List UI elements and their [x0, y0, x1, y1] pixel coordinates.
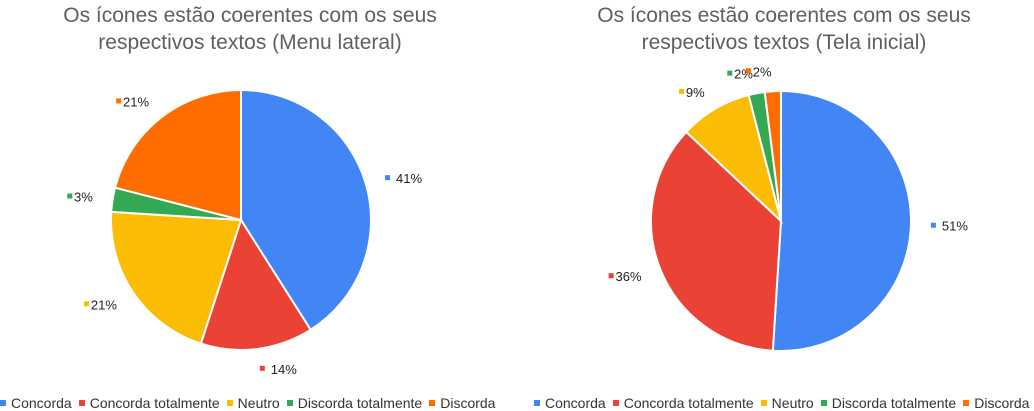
legend-swatch — [0, 400, 6, 406]
legend-label: Concorda — [11, 395, 72, 411]
pie-slice-concorda — [771, 89, 912, 352]
svg-text:14%: 14% — [271, 362, 297, 377]
pie-chart-menu-lateral: Os ícones estão coerentes com os seus re… — [0, 0, 502, 411]
pie-plot: 51%36%9%2% 2% — [608, 64, 968, 352]
legend-label: Neutro — [771, 395, 814, 411]
chart-title-line-2: respectivos textos (Menu lateral) — [98, 31, 402, 54]
svg-text:36%: 36% — [616, 269, 642, 284]
svg-text:2%: 2% — [753, 64, 772, 79]
legend-item-concorda-totalmente: Concorda totalmente — [612, 395, 754, 411]
legend-label: Concorda totalmente — [89, 395, 220, 411]
legend-swatch — [78, 400, 85, 406]
legend: Concorda Concorda totalmente Neutro Discord… — [0, 393, 502, 411]
pie-slice-concorda-totalmente — [199, 217, 313, 351]
svg-text:21%: 21% — [91, 297, 117, 312]
pie-plot: 41% 14% 21% 3% 21% — [67, 88, 423, 377]
svg-text:41%: 41% — [396, 171, 422, 186]
legend-item-discorda-totalmente: Discorda totalmente — [286, 395, 423, 411]
legend-item-discorda: Discorda — [963, 395, 1029, 411]
legend-item-concorda-totalmente: Concorda totalmente — [78, 395, 220, 411]
slice-label-concorda-totalmente: 14% — [259, 362, 297, 377]
slice-label-neutro: 9% — [679, 85, 705, 100]
legend-item-discorda-totalmente: Discorda totalmente — [820, 395, 957, 411]
legend-swatch — [820, 400, 827, 406]
slice-label-discorda-totalmente: 3% — [67, 190, 93, 205]
pie-slice-neutro — [110, 210, 243, 345]
legend-swatch — [286, 400, 293, 406]
legend-item-neutro: Neutro — [760, 395, 814, 411]
chart-title-line-2: respectivos textos (Tela inicial) — [641, 31, 927, 54]
chart-title-line-1: Os ícones estão coerentes com os seus — [63, 4, 437, 27]
legend-label: Discorda — [440, 395, 496, 411]
legend: Concorda Concorda totalmente Neutro Discord… — [534, 393, 1034, 411]
chart-title: Os ícones estão coerentes com os seus re… — [0, 2, 500, 56]
legend-item-concorda: Concorda — [534, 395, 606, 411]
legend-swatch — [226, 400, 233, 406]
slice-label-discorda: 2% — [745, 64, 772, 79]
legend-label: Neutro — [237, 395, 280, 411]
legend-item-concorda: Concorda — [0, 395, 72, 411]
legend-label: Discorda totalmente — [297, 395, 423, 411]
legend-swatch — [612, 400, 619, 406]
legend-label: Concorda — [545, 395, 606, 411]
pie-chart-tela-inicial: Os ícones estão coerentes com os seus re… — [534, 0, 1034, 411]
slice-label-concorda: 41% — [385, 171, 423, 186]
slice-label-discorda: 21% — [116, 94, 149, 109]
slice-label-concorda-totalmente: 36% — [608, 269, 642, 284]
pie-slice-discorda — [763, 89, 782, 222]
svg-text:3%: 3% — [74, 190, 93, 205]
svg-text:51%: 51% — [942, 219, 968, 234]
legend-swatch — [429, 400, 436, 406]
legend-item-discorda: Discorda — [429, 395, 495, 411]
legend-swatch — [760, 400, 767, 406]
slice-label-concorda: 51% — [930, 219, 968, 234]
chart-title: Os ícones estão coerentes com os seus re… — [534, 2, 1034, 56]
pie-slice-discorda — [113, 88, 242, 222]
chart-title-line-1: Os ícones estão coerentes com os seus — [597, 4, 971, 27]
svg-text:21%: 21% — [123, 94, 149, 109]
svg-text:9%: 9% — [686, 85, 705, 100]
slice-label-neutro: 21% — [84, 297, 117, 312]
legend-label: Discorda totalmente — [831, 395, 957, 411]
legend-swatch — [963, 400, 970, 406]
legend-label: Discorda — [974, 395, 1030, 411]
legend-label: Concorda totalmente — [623, 395, 754, 411]
pie-slice-concorda-totalmente — [650, 130, 783, 352]
legend-swatch — [534, 400, 540, 406]
legend-item-neutro: Neutro — [226, 395, 280, 411]
